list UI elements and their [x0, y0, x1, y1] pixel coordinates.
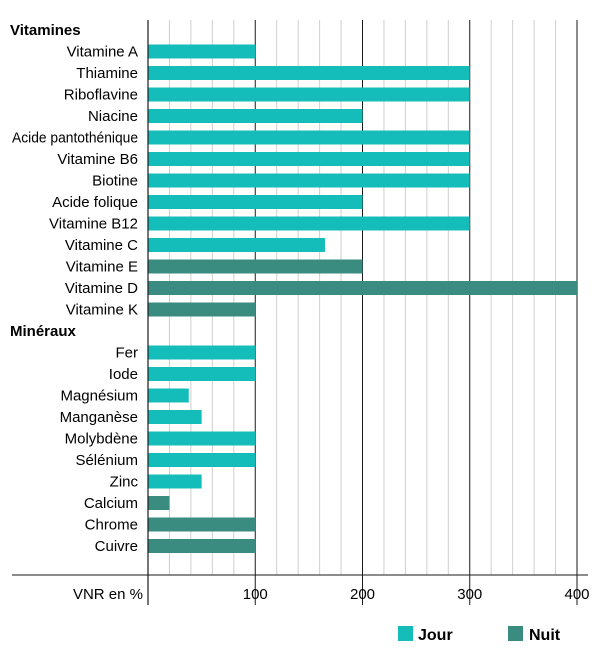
x-axis: VNR en % 100 200 300 400 [12, 20, 590, 605]
bar [148, 431, 256, 446]
category-label: Cuivre [95, 538, 138, 555]
bar [148, 517, 256, 532]
category-label: Vitamine C [65, 237, 138, 254]
category-label: Molybdène [65, 431, 138, 448]
bar [148, 109, 363, 123]
category-label: Vitamine B12 [49, 216, 138, 233]
category-label: Vitamine D [65, 280, 138, 297]
bar [148, 152, 470, 166]
x-tick-label: 400 [564, 586, 589, 603]
bar [148, 87, 470, 102]
bar [148, 44, 256, 59]
category-label: Manganèse [60, 409, 138, 426]
bar [148, 474, 202, 489]
category-label: Acide folique [52, 194, 138, 211]
category-label: Vitamine A [67, 44, 138, 61]
bar [148, 539, 256, 553]
category-label: Sélénium [75, 452, 138, 469]
category-label: Riboflavine [64, 87, 138, 104]
bar [148, 66, 470, 80]
x-tick-label: 200 [350, 586, 375, 603]
category-label: Magnésium [60, 388, 138, 405]
bar [148, 281, 577, 295]
legend: Jour Nuit [398, 626, 561, 644]
bar [148, 173, 470, 188]
bar [148, 238, 325, 252]
category-label: Vitamine E [66, 259, 138, 276]
category-label: Vitamine B6 [57, 151, 138, 168]
bar [148, 259, 363, 274]
category-label: Biotine [92, 173, 138, 190]
bar [148, 496, 170, 510]
bar [148, 345, 256, 360]
category-label: Fer [116, 345, 139, 362]
category-label: Calcium [84, 495, 138, 512]
category-label: Zinc [110, 474, 139, 491]
category-label: Thiamine [76, 65, 138, 82]
bars [148, 44, 577, 553]
legend-swatch-jour [398, 626, 413, 641]
section-heading: Minéraux [10, 323, 77, 340]
section-heading: Vitamines [10, 22, 81, 39]
category-label: Vitamine K [66, 302, 138, 319]
bar [148, 195, 363, 209]
category-label: Chrome [85, 517, 138, 534]
legend-swatch-nuit [508, 626, 523, 641]
x-tick-label: 100 [243, 586, 268, 603]
category-label: Iode [109, 366, 138, 383]
bar [148, 367, 256, 381]
x-axis-label: VNR en % [73, 586, 143, 603]
bar [148, 302, 256, 317]
category-labels: Vitamines Vitamine A Thiamine Riboflavine Ni… [10, 22, 138, 555]
bar [148, 216, 470, 231]
legend-label-nuit: Nuit [529, 627, 561, 644]
bar [148, 388, 189, 403]
bar [148, 130, 470, 145]
category-label: Acide pantothénique [12, 130, 138, 147]
legend-label-jour: Jour [418, 627, 453, 644]
bar [148, 410, 202, 424]
bar [148, 453, 256, 467]
x-tick-label: 300 [457, 586, 482, 603]
category-label: Niacine [88, 108, 138, 125]
